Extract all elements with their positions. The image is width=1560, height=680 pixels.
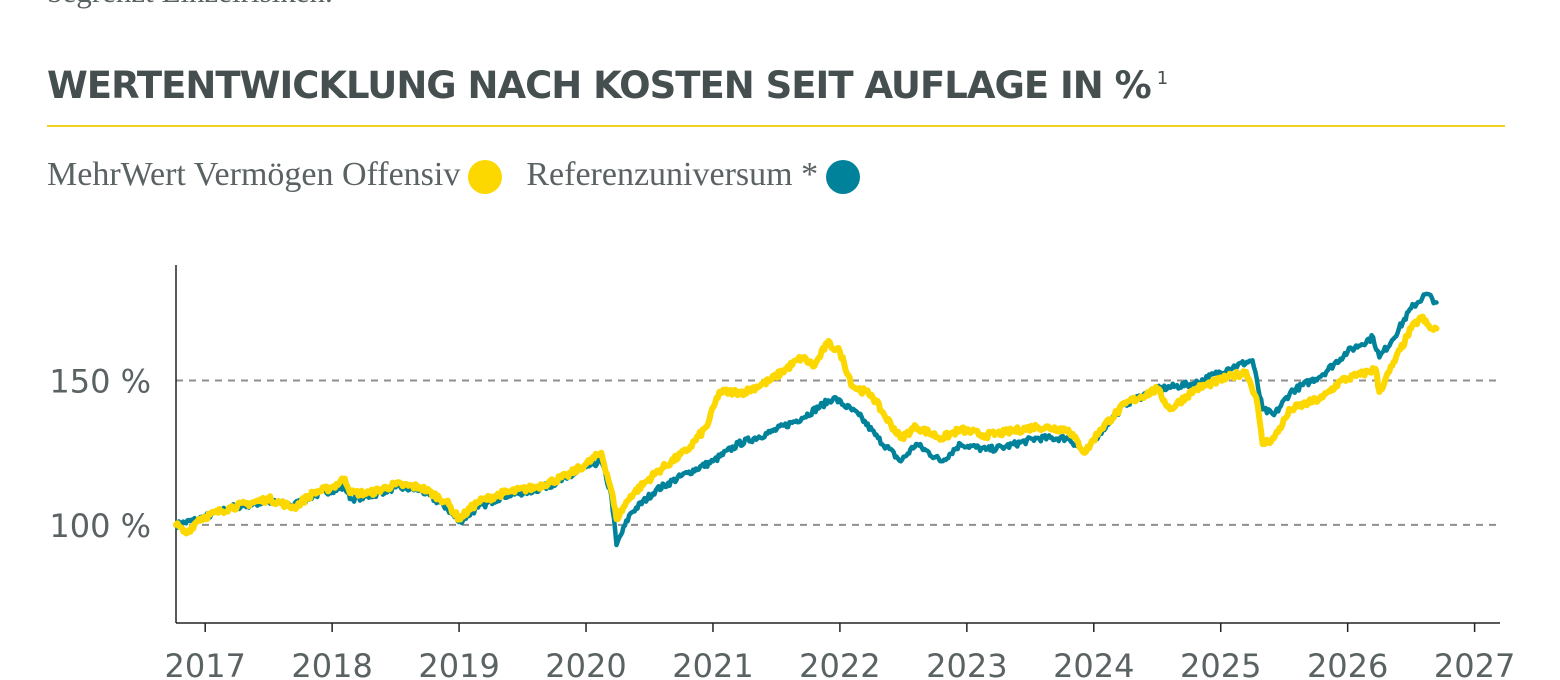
y-tick-label-150: 150 %	[49, 362, 151, 400]
legend-label-reference: Referenzuniversum *	[526, 156, 819, 193]
series-line-fund	[173, 313, 1440, 537]
title-divider	[47, 125, 1505, 127]
x-tick-label-2020: 2020	[545, 647, 626, 680]
chart-legend: MehrWert Vermögen Offensiv Referenzunive…	[47, 152, 861, 198]
series-line-reference	[173, 291, 1439, 548]
intro-text: begrenzt Einzelrisiken.	[47, 0, 333, 10]
x-tick-label-2025: 2025	[1180, 647, 1261, 680]
x-tick-label-2018: 2018	[291, 647, 372, 680]
x-tick-label-2023: 2023	[926, 647, 1007, 680]
footnote-mark: 1	[1156, 68, 1169, 89]
legend-dot-fund	[468, 160, 503, 194]
x-tick-label-2024: 2024	[1053, 647, 1134, 680]
legend-item-reference: Referenzuniversum *	[526, 156, 861, 194]
section-title: WERTENTWICKLUNG NACH KOSTEN SEIT AUFLAGE…	[47, 64, 1168, 107]
legend-label-fund: MehrWert Vermögen Offensiv	[47, 156, 461, 193]
legend-dot-reference	[826, 160, 861, 194]
section-title-text: WERTENTWICKLUNG NACH KOSTEN SEIT AUFLAGE…	[47, 64, 1152, 107]
performance-chart: 100 % 150 % 2017 2018 2019 2020 2021 2022 2023 20…	[49, 265, 1515, 680]
x-tick-label-2026: 2026	[1307, 647, 1388, 680]
x-tick-label-2021: 2021	[672, 647, 753, 680]
x-tick-label-2022: 2022	[799, 647, 880, 680]
x-tick-label-2027: 2027	[1434, 647, 1515, 680]
x-tick-label-2017: 2017	[164, 647, 245, 680]
legend-item-fund: MehrWert Vermögen Offensiv	[47, 156, 503, 194]
x-tick-label-2019: 2019	[418, 647, 499, 680]
y-tick-label-100: 100 %	[49, 507, 151, 545]
